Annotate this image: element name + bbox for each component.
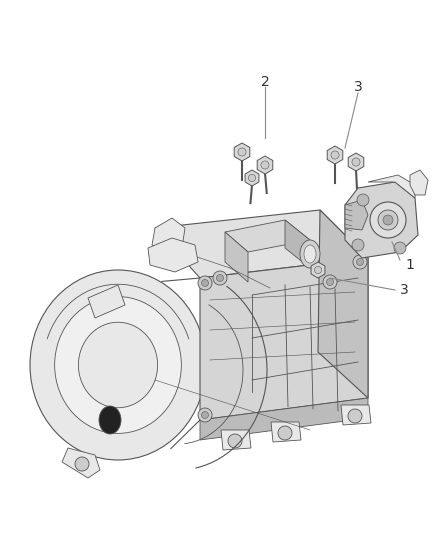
Text: 3: 3 bbox=[353, 80, 362, 94]
Circle shape bbox=[394, 242, 406, 254]
Polygon shape bbox=[245, 170, 259, 186]
Circle shape bbox=[213, 271, 227, 285]
Polygon shape bbox=[257, 156, 273, 174]
Polygon shape bbox=[345, 200, 368, 230]
Circle shape bbox=[331, 151, 339, 159]
Circle shape bbox=[323, 275, 337, 289]
Polygon shape bbox=[152, 218, 185, 255]
Circle shape bbox=[201, 279, 208, 287]
Text: 2: 2 bbox=[261, 75, 269, 89]
Circle shape bbox=[75, 457, 89, 471]
Polygon shape bbox=[341, 405, 371, 425]
Circle shape bbox=[261, 161, 269, 169]
Ellipse shape bbox=[55, 296, 181, 433]
Polygon shape bbox=[155, 210, 368, 278]
Ellipse shape bbox=[304, 245, 316, 263]
Ellipse shape bbox=[30, 270, 206, 460]
Circle shape bbox=[378, 210, 398, 230]
Circle shape bbox=[326, 279, 333, 286]
Circle shape bbox=[357, 259, 364, 265]
Circle shape bbox=[238, 148, 246, 156]
Polygon shape bbox=[234, 143, 250, 161]
Text: 1: 1 bbox=[405, 258, 414, 272]
Polygon shape bbox=[368, 175, 415, 198]
Circle shape bbox=[216, 274, 223, 281]
Circle shape bbox=[352, 239, 364, 251]
Circle shape bbox=[228, 434, 242, 448]
Polygon shape bbox=[327, 146, 343, 164]
Polygon shape bbox=[148, 238, 198, 272]
Polygon shape bbox=[318, 210, 368, 398]
Circle shape bbox=[198, 276, 212, 290]
Ellipse shape bbox=[99, 406, 121, 434]
Circle shape bbox=[348, 409, 362, 423]
Circle shape bbox=[201, 411, 208, 418]
Polygon shape bbox=[221, 430, 251, 450]
Ellipse shape bbox=[300, 240, 320, 268]
Polygon shape bbox=[311, 262, 325, 278]
Text: 3: 3 bbox=[400, 283, 409, 297]
Polygon shape bbox=[348, 153, 364, 171]
Polygon shape bbox=[285, 220, 310, 268]
Polygon shape bbox=[200, 398, 368, 440]
Polygon shape bbox=[345, 182, 418, 258]
Ellipse shape bbox=[78, 322, 158, 408]
Circle shape bbox=[248, 174, 256, 182]
Circle shape bbox=[198, 408, 212, 422]
Circle shape bbox=[353, 255, 367, 269]
Circle shape bbox=[278, 426, 292, 440]
Circle shape bbox=[357, 194, 369, 206]
Polygon shape bbox=[88, 285, 125, 318]
Circle shape bbox=[383, 215, 393, 225]
Polygon shape bbox=[410, 170, 428, 195]
Polygon shape bbox=[62, 448, 100, 478]
Circle shape bbox=[370, 202, 406, 238]
Circle shape bbox=[352, 158, 360, 166]
Polygon shape bbox=[271, 422, 301, 442]
Polygon shape bbox=[225, 232, 248, 282]
Circle shape bbox=[314, 266, 321, 273]
Polygon shape bbox=[200, 258, 368, 420]
Polygon shape bbox=[225, 220, 310, 252]
